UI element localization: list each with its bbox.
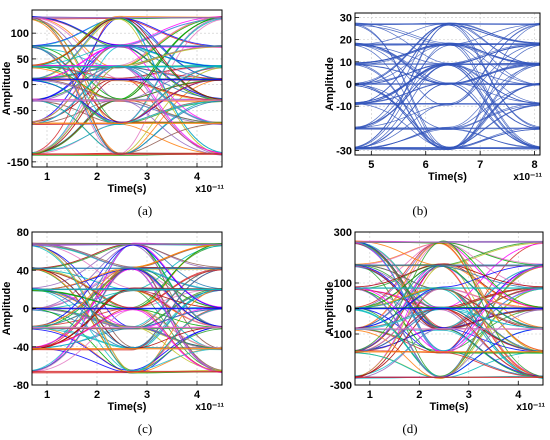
eye-trace bbox=[355, 22, 540, 85]
eye-trace bbox=[32, 65, 222, 125]
x-tick-label: 2 bbox=[94, 171, 100, 183]
x-tick-label: 3 bbox=[144, 389, 150, 401]
panel-c-plot: -80 -40 0 40 80 1 2 3 4 Time(s) Amplitude x10⁻¹¹ bbox=[1, 227, 225, 413]
eye-trace bbox=[355, 243, 543, 331]
panel-b-label: (b) bbox=[412, 203, 427, 218]
y-tick-label: 40 bbox=[17, 265, 29, 277]
y-tick-label: -40 bbox=[13, 342, 29, 354]
y-tick-label: 80 bbox=[17, 227, 29, 239]
eye-trace bbox=[32, 269, 222, 348]
eye-trace bbox=[355, 23, 540, 85]
eye-trace bbox=[355, 264, 543, 353]
panel-a-label: (a) bbox=[138, 203, 152, 218]
panel-a-x-exponent: x10⁻¹¹ bbox=[195, 184, 224, 195]
x-tick-label: 2 bbox=[94, 389, 100, 401]
eye-trace bbox=[355, 264, 543, 329]
x-tick-label: 8 bbox=[531, 159, 537, 171]
eye-trace bbox=[32, 46, 222, 81]
y-tick-label: 10 bbox=[340, 57, 352, 69]
panel-d-traces bbox=[355, 240, 543, 379]
y-tick-label: -300 bbox=[330, 380, 352, 392]
panel-b-x-exponent: x10⁻¹¹ bbox=[513, 172, 542, 183]
x-tick-label: 3 bbox=[144, 171, 150, 183]
eye-trace bbox=[355, 264, 543, 329]
panel-c-ylabel: Amplitude bbox=[1, 282, 13, 336]
panel-a-traces bbox=[32, 15, 222, 156]
panel-d-label: (d) bbox=[402, 421, 417, 436]
x-tick-label: 1 bbox=[44, 389, 50, 401]
x-tick-label: 4 bbox=[515, 389, 522, 401]
panel-b-xlabel: Time(s) bbox=[428, 171, 467, 183]
eye-trace bbox=[355, 263, 543, 288]
x-tick-label: 3 bbox=[466, 389, 472, 401]
eye-trace bbox=[355, 64, 540, 150]
eye-trace bbox=[32, 67, 222, 102]
panel-a-plot: -150 -50 0 50 100 1 2 3 4 Time(s) Amplitude x10⁻¹¹ bbox=[1, 9, 225, 195]
panel-d-plot: -300 -100 0 100 300 1 2 3 4 Time(s) Amplitude x10⁻¹… bbox=[324, 227, 546, 413]
y-tick-label: 20 bbox=[340, 35, 352, 47]
y-tick-label: -150 bbox=[7, 157, 29, 169]
panel-c-x-exponent: x10⁻¹¹ bbox=[195, 402, 224, 413]
y-tick-label: 300 bbox=[334, 227, 352, 239]
eye-trace bbox=[32, 17, 222, 153]
eye-trace bbox=[32, 80, 222, 102]
eye-trace bbox=[355, 350, 543, 378]
eye-trace bbox=[32, 287, 222, 350]
panel-c-xlabel: Time(s) bbox=[108, 401, 147, 413]
y-tick-label: 0 bbox=[346, 304, 352, 316]
eye-trace bbox=[355, 43, 540, 149]
panel-c-traces bbox=[32, 242, 222, 374]
eye-trace bbox=[355, 307, 543, 330]
panel-d-xlabel: Time(s) bbox=[430, 401, 469, 413]
y-tick-label: -30 bbox=[336, 146, 352, 158]
x-tick-label: 7 bbox=[477, 159, 483, 171]
x-tick-label: 4 bbox=[194, 171, 201, 183]
panel-c-label: (c) bbox=[138, 421, 152, 436]
y-tick-label: -100 bbox=[330, 329, 352, 341]
y-tick-label: -10 bbox=[336, 101, 352, 113]
x-tick-label: 6 bbox=[423, 159, 429, 171]
panel-b-ylabel: Amplitude bbox=[324, 57, 336, 111]
x-tick-label: 5 bbox=[368, 159, 374, 171]
panel-b-traces bbox=[355, 22, 540, 150]
eye-trace bbox=[32, 309, 222, 373]
eye-trace bbox=[355, 23, 540, 86]
x-tick-label: 1 bbox=[367, 389, 373, 401]
panel-d-ylabel: Amplitude bbox=[324, 282, 336, 336]
eye-trace bbox=[355, 240, 543, 377]
panel-d-x-exponent: x10⁻¹¹ bbox=[516, 402, 545, 413]
y-tick-label: 30 bbox=[340, 12, 352, 24]
panel-a-ylabel: Amplitude bbox=[1, 62, 13, 116]
x-tick-label: 1 bbox=[44, 171, 50, 183]
panel-c: -80 -40 0 40 80 1 2 3 4 Time(s) Amplitude x10⁻¹¹ (c… bbox=[1, 227, 225, 436]
y-tick-label: 100 bbox=[11, 28, 29, 40]
y-tick-label: 0 bbox=[23, 80, 29, 92]
panel-a-xlabel: Time(s) bbox=[108, 183, 147, 195]
eye-trace bbox=[32, 18, 222, 156]
x-tick-label: 2 bbox=[416, 389, 422, 401]
panel-b-plot: -30 -10 0 10 20 30 5 6 7 8 Time(s) Amplitude x10⁻¹¹ bbox=[324, 12, 543, 183]
y-tick-label: 0 bbox=[23, 304, 29, 316]
y-tick-label: 50 bbox=[17, 54, 29, 66]
eye-trace bbox=[355, 24, 540, 129]
eye-trace bbox=[32, 65, 222, 126]
eye-trace bbox=[32, 17, 222, 154]
y-tick-label: 100 bbox=[334, 278, 352, 290]
eye-trace bbox=[355, 82, 540, 104]
eye-trace bbox=[355, 23, 540, 86]
panel-d: -300 -100 0 100 300 1 2 3 4 Time(s) Amplitude x10⁻¹… bbox=[324, 227, 546, 436]
eye-trace bbox=[32, 44, 222, 68]
eye-trace bbox=[355, 25, 540, 148]
x-tick-label: 4 bbox=[194, 389, 201, 401]
y-tick-label: -80 bbox=[13, 380, 29, 392]
panel-a-axes-frame bbox=[31, 9, 223, 168]
eye-trace bbox=[32, 288, 222, 330]
y-tick-label: 0 bbox=[346, 79, 352, 91]
y-tick-label: -50 bbox=[13, 105, 29, 117]
eye-trace bbox=[32, 269, 222, 349]
